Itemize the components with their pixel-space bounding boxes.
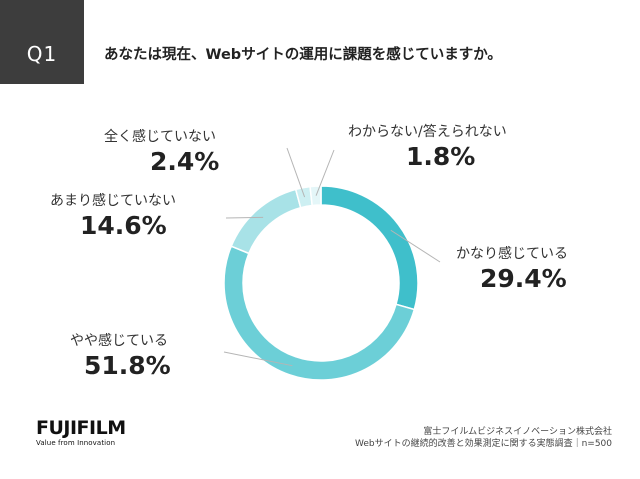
slice-not-much: [230, 188, 302, 255]
footer-survey: Webサイトの継続的改善と効果測定に関する実態調査｜n=500: [354, 439, 612, 449]
slice-name: あまり感じていない: [50, 193, 176, 209]
slice-quite: [320, 185, 419, 311]
label-not-much: あまり感じていない 14.6%: [50, 190, 176, 240]
logo-tagline: Value from Innovation: [36, 439, 116, 447]
label-not-at-all: 全く感じていない 2.4%: [104, 126, 219, 176]
slice-value: 1.8%: [406, 142, 476, 171]
question-number-badge: Q1: [0, 0, 84, 84]
slice-value: 14.6%: [80, 211, 167, 240]
footer-credit: 富士フイルムビジネスイノベーション株式会社 Webサイトの継続的改善と効果測定に…: [355, 426, 612, 450]
slice-somewhat: [223, 245, 416, 381]
slice-name: 全く感じていない: [104, 129, 216, 145]
slice-name: やや感じている: [70, 333, 168, 349]
slice-value: 2.4%: [150, 147, 220, 176]
label-dont-know: わからない/答えられない 1.8%: [348, 121, 507, 171]
leader-line: [286, 147, 306, 198]
slice-name: かなり感じている: [456, 246, 568, 262]
leader-line: [315, 149, 335, 196]
leader-line: [225, 216, 264, 219]
logo-brand: FUJIFILM: [36, 417, 126, 439]
fujifilm-logo: FUJIFILM Value from Innovation: [36, 418, 126, 447]
question-title: あなたは現在、Webサイトの運用に課題を感じていますか。: [104, 47, 502, 63]
leader-line: [223, 351, 293, 367]
slice-value: 51.8%: [84, 351, 171, 380]
question-number: Q1: [26, 42, 58, 66]
label-somewhat: やや感じている 51.8%: [70, 330, 171, 380]
slice-value: 29.4%: [480, 264, 567, 293]
leader-line: [390, 229, 441, 263]
slice-name: わからない/答えられない: [348, 124, 507, 140]
footer-company: 富士フイルムビジネスイノベーション株式会社: [423, 427, 612, 437]
slice-dont-know: [309, 185, 322, 207]
label-quite: かなり感じている 29.4%: [456, 243, 568, 293]
